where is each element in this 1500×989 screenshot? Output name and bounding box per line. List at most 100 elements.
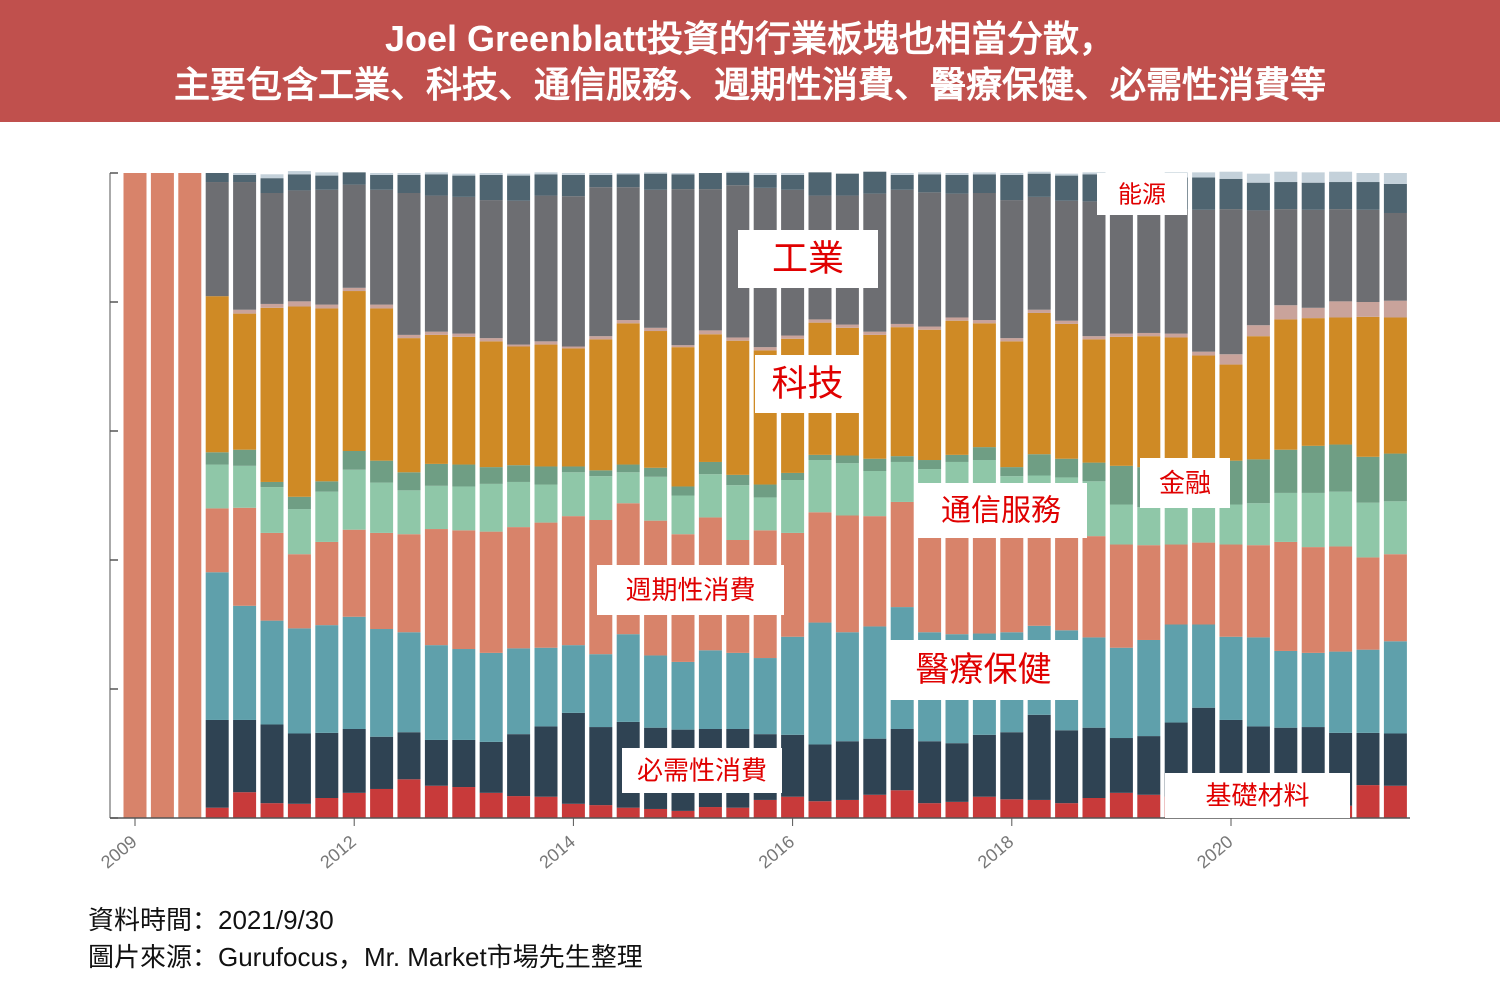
bar-segment [835, 741, 859, 800]
bar-segment [1027, 309, 1051, 313]
bar-segment [1055, 803, 1079, 818]
label-box [597, 565, 784, 615]
bar-segment [315, 175, 339, 190]
bar-segment [863, 458, 887, 471]
bar-segment [452, 336, 476, 465]
bar-segment [1329, 444, 1353, 492]
bar-segment [315, 798, 339, 818]
bar-segment [890, 728, 914, 791]
bar-segment [835, 173, 859, 196]
bar-segment [589, 339, 613, 471]
bar-segment [315, 491, 339, 542]
bar-segment [1274, 650, 1298, 728]
bar-segment [1356, 649, 1380, 733]
bar-segment [1246, 210, 1270, 326]
bar-segment [1274, 171, 1298, 183]
bar-segment [726, 652, 750, 729]
bar-segment [1274, 209, 1298, 306]
bar-segment [1383, 641, 1407, 734]
label-box [622, 748, 782, 793]
bar-segment [1301, 547, 1325, 653]
bar-segment [1383, 317, 1407, 454]
bar-segment [945, 516, 969, 635]
bar-segment [233, 719, 257, 793]
bar-segment [972, 174, 996, 193]
bar-segment [616, 323, 640, 465]
bar-segment [1192, 504, 1216, 543]
bar-segment [397, 173, 421, 175]
bar-segment [287, 554, 311, 629]
bar-segment [1137, 507, 1161, 546]
bar-segment [1000, 174, 1024, 201]
bar-segment [342, 172, 366, 185]
bar-segment [835, 799, 859, 818]
bar-segment [781, 636, 805, 735]
bar-segment [342, 287, 366, 292]
bar-segment [233, 605, 257, 720]
bar-segment [1137, 332, 1161, 337]
bar-segment [397, 534, 421, 633]
bar-segment [205, 719, 229, 808]
bar-segment [424, 195, 448, 332]
bar-segment [726, 807, 750, 818]
bar-segment [918, 172, 942, 175]
bar-segment [918, 460, 942, 470]
bar-segment [479, 173, 503, 175]
bar-segment [1027, 171, 1051, 174]
bar-segment [424, 334, 448, 464]
bar-segment [671, 174, 695, 190]
bar-segment [452, 196, 476, 334]
bar-segment [287, 174, 311, 191]
bar-segment [835, 324, 859, 328]
bar-segment [1356, 173, 1380, 183]
bar-segment [808, 512, 832, 623]
bar-segment [1383, 733, 1407, 786]
bar-segment [1164, 544, 1188, 625]
bar-segment [1027, 799, 1051, 818]
bar-segment [1192, 355, 1216, 463]
bar-segment [479, 200, 503, 339]
bar-segment [287, 509, 311, 555]
bar-segment [918, 326, 942, 330]
bar-segment [452, 175, 476, 197]
bar-segment [507, 200, 531, 345]
bar-segment [890, 501, 914, 608]
bar-segment [561, 173, 585, 175]
bar-segment [1301, 307, 1325, 319]
bar-segment [452, 787, 476, 818]
bar-segment [863, 738, 887, 795]
bar-segment [233, 449, 257, 466]
bar-segment [315, 541, 339, 626]
bar-segment [972, 172, 996, 175]
bar-segment [561, 174, 585, 197]
bar-segment [534, 344, 558, 467]
bar-segment [424, 463, 448, 486]
bar-segment [1027, 714, 1051, 800]
bar-segment [1246, 325, 1270, 337]
bar-segment [205, 572, 229, 720]
x-tick-label: 2009 [97, 831, 141, 872]
bar-segment [616, 807, 640, 818]
bar-segment [616, 187, 640, 321]
bar-segment [589, 805, 613, 818]
bar-segment [1192, 542, 1216, 625]
bar-segment [589, 173, 613, 175]
bar-segment [534, 796, 558, 818]
bar-segment [616, 173, 640, 175]
bar-segment [835, 632, 859, 742]
bar-segment [1219, 544, 1243, 637]
bar-segment [1274, 182, 1298, 210]
bar-segment [698, 189, 722, 331]
bar-segment [233, 309, 257, 314]
bar-segment [1082, 798, 1106, 818]
bar-segment [178, 173, 202, 818]
series-label: 醫療保健 [916, 651, 1052, 689]
bar-segment [1109, 544, 1133, 648]
bar-segment [315, 308, 339, 482]
bar-segment [808, 172, 832, 196]
bar-segment [890, 456, 914, 462]
bar-segment [1246, 459, 1270, 504]
bar-segment [863, 331, 887, 335]
bar-segment [1383, 300, 1407, 318]
bar-segment [342, 529, 366, 617]
